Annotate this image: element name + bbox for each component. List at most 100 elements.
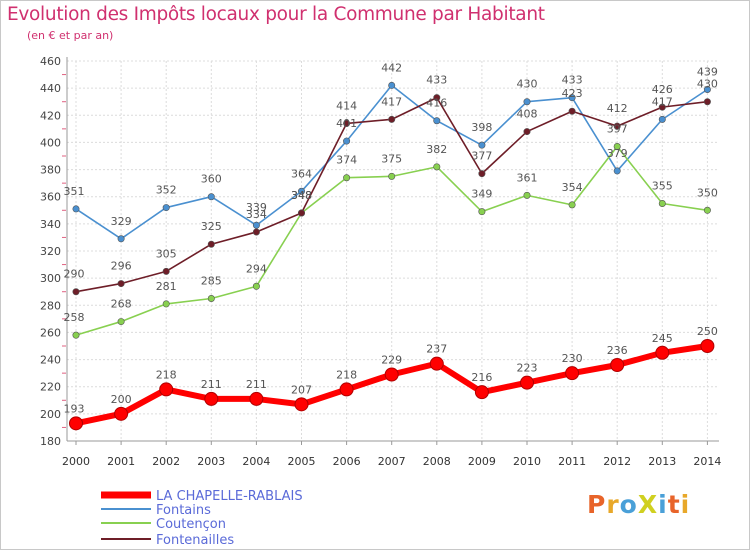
data-point bbox=[207, 193, 215, 201]
data-label: 236 bbox=[607, 344, 628, 357]
data-label: 416 bbox=[426, 97, 447, 110]
y-tick-label: 380 bbox=[40, 164, 61, 177]
data-label: 294 bbox=[246, 262, 267, 275]
data-point bbox=[384, 367, 399, 382]
data-label: 329 bbox=[111, 215, 132, 228]
data-label: 305 bbox=[156, 247, 177, 260]
data-label: 354 bbox=[562, 181, 583, 194]
legend-label: LA CHAPELLE-RABLAIS bbox=[156, 489, 303, 504]
y-tick-label: 440 bbox=[40, 82, 61, 95]
data-label: 296 bbox=[111, 260, 132, 273]
data-label: 398 bbox=[471, 121, 492, 134]
data-point bbox=[520, 375, 534, 390]
data-point bbox=[162, 267, 170, 275]
chart-subtitle: (en € et par an) bbox=[27, 29, 114, 42]
y-tick-label: 220 bbox=[40, 381, 61, 394]
y-tick-label: 240 bbox=[40, 354, 61, 367]
data-point bbox=[252, 282, 260, 290]
data-point bbox=[72, 288, 80, 296]
x-tick-label: 2011 bbox=[558, 455, 586, 468]
data-point bbox=[700, 339, 715, 353]
data-point bbox=[339, 382, 354, 397]
data-point bbox=[613, 143, 621, 151]
data-point bbox=[474, 385, 489, 400]
data-label: 230 bbox=[562, 352, 583, 365]
data-point bbox=[162, 204, 170, 212]
data-point bbox=[433, 117, 441, 125]
data-label: 285 bbox=[201, 275, 222, 288]
x-tick-label: 2014 bbox=[693, 455, 721, 468]
data-point bbox=[703, 98, 711, 106]
data-label: 433 bbox=[426, 74, 447, 87]
y-tick-label: 200 bbox=[40, 408, 61, 421]
data-point bbox=[162, 300, 170, 308]
data-label: 218 bbox=[336, 368, 357, 381]
data-label: 200 bbox=[111, 393, 132, 406]
data-point bbox=[297, 209, 305, 217]
y-tick-label: 300 bbox=[40, 272, 61, 285]
x-tick-label: 2006 bbox=[333, 455, 361, 468]
data-point bbox=[433, 94, 441, 102]
data-label: 229 bbox=[381, 354, 402, 367]
data-point bbox=[523, 98, 531, 106]
data-label: 250 bbox=[697, 325, 718, 338]
data-label: 408 bbox=[517, 108, 538, 121]
data-point bbox=[613, 122, 621, 130]
data-point bbox=[658, 200, 666, 208]
data-point bbox=[72, 205, 80, 213]
data-point bbox=[72, 331, 80, 339]
data-label: 433 bbox=[562, 74, 583, 87]
data-point bbox=[523, 128, 531, 136]
data-point bbox=[117, 280, 125, 288]
data-point bbox=[613, 167, 621, 175]
data-label: 207 bbox=[291, 383, 312, 396]
data-label: 351 bbox=[64, 185, 85, 198]
data-label: 216 bbox=[471, 371, 492, 384]
data-label: 412 bbox=[607, 102, 628, 115]
legend-label: Coutençon bbox=[156, 517, 226, 532]
data-label: 290 bbox=[64, 268, 85, 281]
data-point bbox=[207, 240, 215, 248]
data-label: 374 bbox=[336, 154, 357, 167]
data-label: 325 bbox=[201, 220, 222, 233]
data-point bbox=[388, 115, 396, 123]
y-tick-label: 260 bbox=[40, 326, 61, 339]
data-label: 401 bbox=[336, 117, 357, 130]
data-label: 350 bbox=[697, 186, 718, 199]
data-label: 423 bbox=[562, 87, 583, 100]
data-label: 426 bbox=[652, 83, 673, 96]
data-label: 397 bbox=[607, 123, 628, 136]
data-point bbox=[249, 391, 264, 406]
data-point bbox=[658, 115, 666, 123]
data-point bbox=[114, 406, 129, 421]
data-label: 442 bbox=[381, 61, 402, 74]
x-tick-label: 2004 bbox=[242, 455, 270, 468]
data-point bbox=[388, 81, 396, 89]
data-label: 439 bbox=[697, 66, 718, 79]
proxiti-logo: ProXiti bbox=[587, 490, 691, 519]
data-label: 245 bbox=[652, 332, 673, 345]
y-tick-label: 420 bbox=[40, 109, 61, 122]
data-label: 211 bbox=[246, 378, 267, 391]
data-point bbox=[117, 318, 125, 326]
data-point bbox=[69, 416, 83, 431]
data-label: 193 bbox=[64, 402, 85, 415]
x-tick-label: 2007 bbox=[378, 455, 406, 468]
data-point bbox=[252, 228, 260, 236]
x-tick-label: 2009 bbox=[468, 455, 496, 468]
data-label: 211 bbox=[201, 378, 222, 391]
data-point bbox=[343, 137, 351, 145]
x-tick-label: 2008 bbox=[423, 455, 451, 468]
x-tick-label: 2013 bbox=[648, 455, 676, 468]
data-point bbox=[478, 141, 486, 149]
data-label: 364 bbox=[291, 167, 312, 180]
data-point bbox=[429, 356, 444, 371]
data-point bbox=[478, 170, 486, 178]
data-label: 355 bbox=[652, 180, 673, 193]
y-tick-label: 340 bbox=[40, 218, 61, 231]
legend-label: Fontains bbox=[156, 503, 211, 518]
data-label: 430 bbox=[517, 78, 538, 91]
data-label: 375 bbox=[381, 152, 402, 165]
data-point bbox=[610, 358, 625, 372]
